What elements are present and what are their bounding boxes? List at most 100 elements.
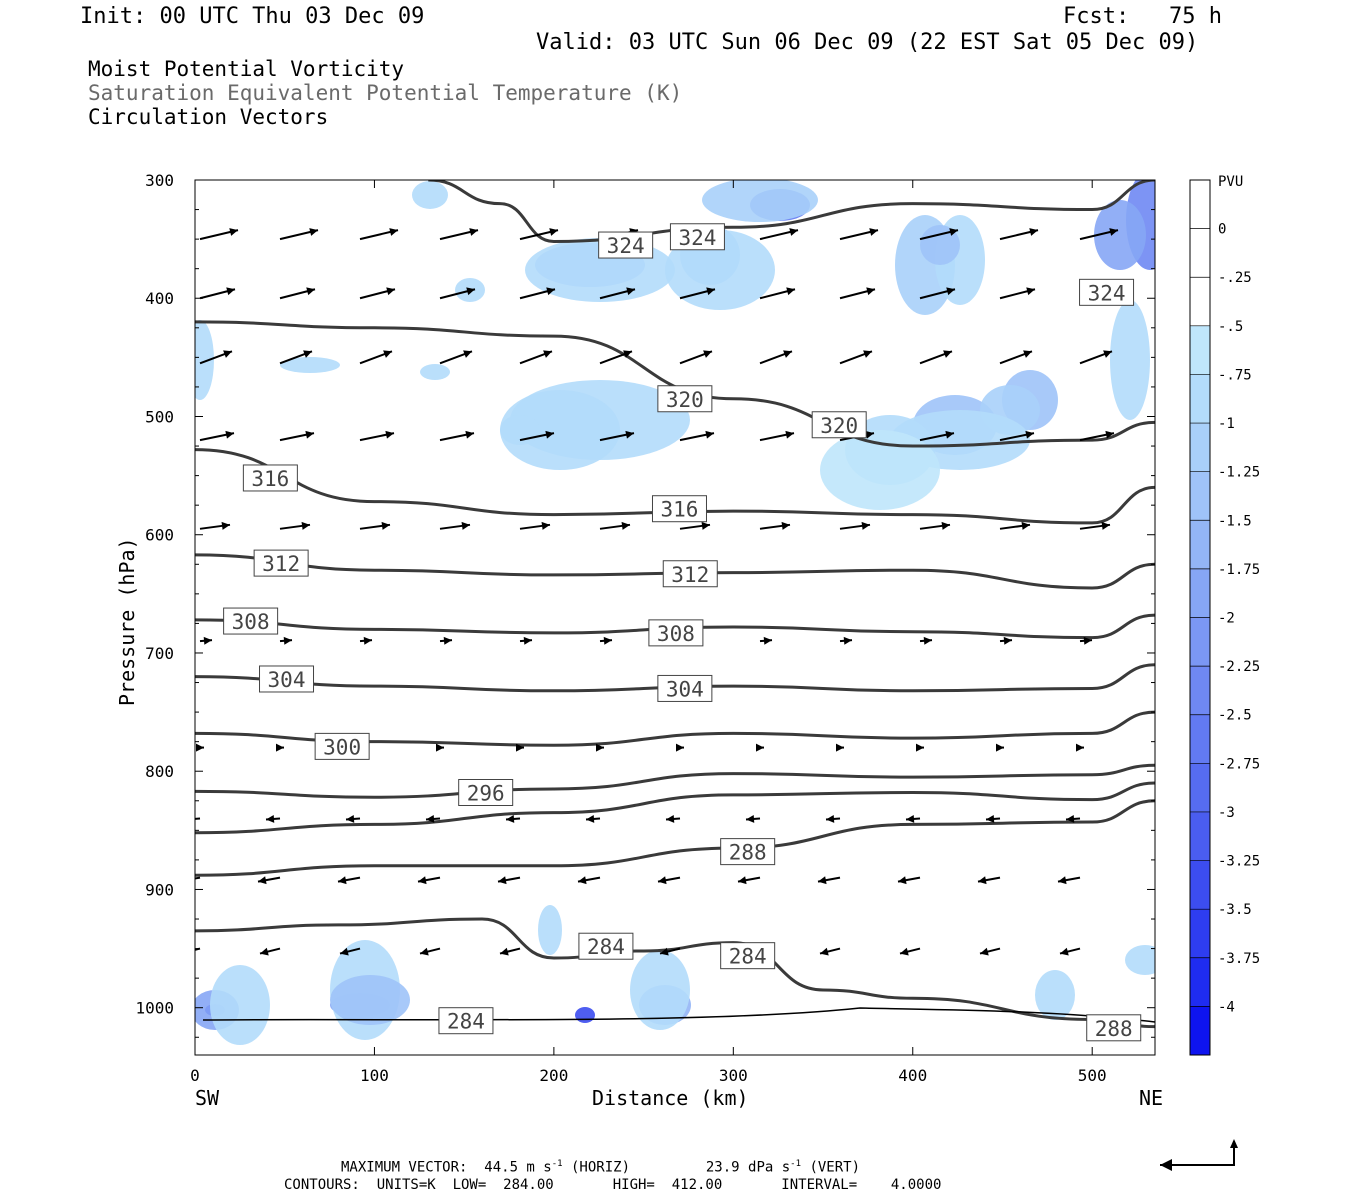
pv-shade-region	[195, 320, 214, 400]
circulation-vector-head	[1058, 876, 1067, 885]
contour-labels: 324 324 324 320 320 316 316 312 312 308 308 304 304 3…	[223, 223, 1142, 1042]
pv-shade-region	[702, 180, 818, 222]
contour-label-box	[242, 464, 298, 492]
pv-shade-region	[820, 430, 940, 510]
x-tick-label: 100	[360, 1066, 389, 1085]
contour-label: 308	[232, 610, 270, 634]
circulation-vector-head	[1021, 521, 1030, 530]
forecast-hour: Fcst: 75 h	[1063, 4, 1222, 29]
circulation-vector-head	[301, 521, 310, 530]
contour-label-box	[811, 411, 867, 439]
contour-label: 308	[657, 622, 695, 646]
circulation-vector-head	[943, 350, 952, 358]
circulation-vector-head	[186, 815, 194, 823]
circulation-vector-head	[223, 350, 232, 358]
pv-shade-region	[630, 950, 690, 1030]
circulation-vector-head	[389, 228, 398, 236]
contour-line-296	[195, 763, 1155, 799]
circulation-vector-head	[906, 814, 915, 823]
pv-shade-region	[500, 390, 620, 470]
y-tick-label: 300	[145, 171, 174, 190]
circulation-vector-head	[843, 636, 852, 645]
contour-label-box	[578, 932, 634, 960]
colorbar-label: -4	[1218, 999, 1235, 1015]
contour-info-text: CONTOURS: UNITS=K LOW= 284.00 HIGH= 412.…	[284, 1177, 942, 1193]
ne-label: NE	[1139, 1086, 1163, 1110]
circulation-vector-head	[543, 350, 552, 358]
circulation-vector-head	[469, 228, 478, 236]
circulation-vector-head	[506, 814, 515, 823]
colorbar-label: -1	[1218, 416, 1235, 432]
contour-label-box	[458, 779, 514, 806]
contour-label-box	[651, 495, 707, 523]
contour-line-304	[195, 663, 1155, 693]
contour-label-box	[598, 231, 654, 259]
circulation-vector-head	[229, 228, 238, 236]
y-tick-label: 900	[145, 880, 174, 899]
colorbar-label: -3	[1218, 805, 1235, 821]
plot-frame	[194, 179, 1156, 1056]
circulation-vector-head	[863, 350, 872, 358]
x-tick-label: 200	[539, 1066, 568, 1085]
circulation-vector-head	[306, 287, 315, 296]
reference-vector-icon	[1160, 1139, 1238, 1171]
circulation-vector-head	[305, 430, 314, 439]
circulation-vector-head	[226, 287, 235, 296]
circulation-vector-head	[498, 876, 507, 885]
theta-contours	[195, 180, 1155, 1029]
contour-label: 284	[729, 945, 767, 969]
circulation-vector-head	[898, 876, 907, 885]
circulation-vector-head	[820, 947, 829, 956]
circulation-vector-head	[1083, 636, 1092, 645]
colorbar-swatch	[1190, 423, 1210, 473]
circulation-vector-head	[276, 743, 284, 752]
pv-shade-region	[538, 905, 562, 955]
circulation-vector-head	[420, 947, 429, 956]
circulation-vector	[195, 817, 201, 820]
circulation-vector-head	[701, 521, 710, 530]
colorbar-swatch	[1190, 1006, 1210, 1056]
contour-line-288	[195, 799, 1155, 877]
contour-label-box	[648, 619, 704, 647]
circulation-vector-head	[789, 228, 798, 236]
circulation-vector-head	[383, 350, 392, 358]
circulation-vector-head	[541, 521, 550, 530]
contour-label: 324	[607, 234, 645, 258]
axes: 0 100 200 300 400 500 300 400 500 600 700 800 900 100…	[135, 171, 1155, 1085]
field-title-theta: Saturation Equivalent Potential Temperat…	[88, 81, 683, 105]
circulation-vector-head	[781, 521, 790, 530]
contour-label: 324	[678, 226, 716, 250]
ground-line	[202, 1007, 1155, 1023]
pv-shade-region	[210, 965, 270, 1045]
contour-label: 300	[323, 735, 361, 759]
circulation-vector-head	[1026, 287, 1035, 296]
colorbar-swatch	[1190, 520, 1210, 570]
circulation-vector-head	[545, 430, 554, 439]
circulation-vector-head	[1109, 228, 1118, 236]
contour-label: 284	[587, 935, 625, 959]
colorbar-swatch	[1190, 277, 1210, 327]
colorbar-swatch	[1190, 180, 1210, 230]
contour-label-box	[657, 674, 713, 702]
y-tick-label: 1000	[135, 999, 174, 1018]
colorbar-swatch	[1190, 714, 1210, 764]
colorbar-label: -.25	[1218, 270, 1252, 286]
colorbar-swatch	[1190, 617, 1210, 667]
field-title-vectors: Circulation Vectors	[88, 105, 329, 129]
circulation-vector-head	[1029, 228, 1038, 236]
contour-line-324	[428, 180, 1155, 243]
circulation-vector-head	[676, 743, 684, 752]
colorbar-swatch	[1190, 325, 1210, 375]
circulation-vector-head	[836, 743, 844, 752]
circulation-vector-head	[258, 876, 267, 885]
circulation-vector-head	[346, 814, 355, 823]
circulation-vector	[195, 876, 201, 880]
circulation-vector-head	[826, 814, 835, 823]
sw-label: SW	[195, 1086, 220, 1110]
y-axis-label: Pressure (hPa)	[115, 537, 139, 706]
circulation-vector-head	[385, 430, 394, 439]
pv-shade-region	[1094, 200, 1146, 270]
circulation-vector-head	[786, 287, 795, 296]
colorbar-label: -3.5	[1218, 902, 1252, 918]
colorbar-label: -.5	[1218, 319, 1243, 335]
